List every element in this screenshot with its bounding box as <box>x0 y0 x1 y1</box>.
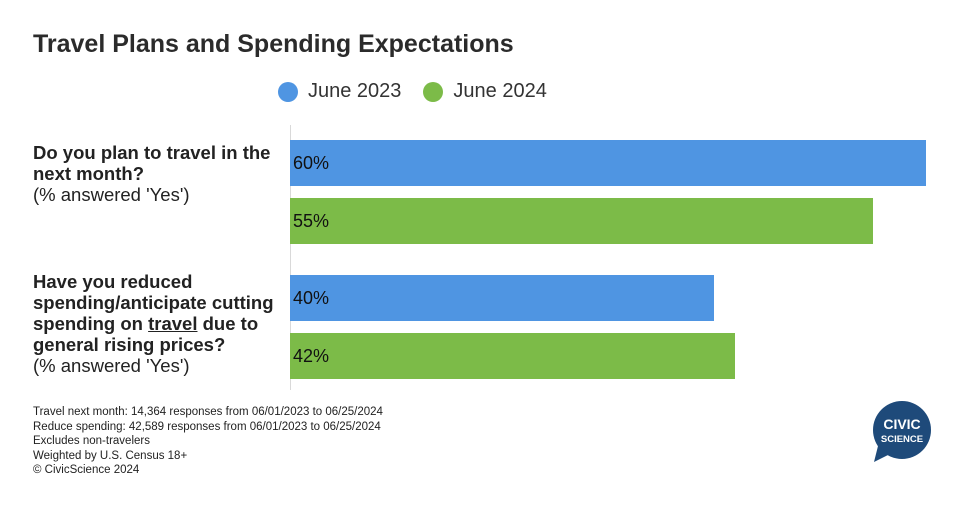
legend: June 2023 June 2024 <box>278 80 569 103</box>
legend-label-june-2024: June 2024 <box>453 80 547 102</box>
footnote-line: Reduce spending: 42,589 responses from 0… <box>33 420 381 433</box>
footnote-line: © CivicScience 2024 <box>33 464 140 476</box>
bar-june-2023-q2 <box>290 275 714 321</box>
legend-label-june-2023: June 2023 <box>308 80 402 102</box>
logo-badge <box>873 401 931 459</box>
logo-speech-tail <box>874 446 890 462</box>
question-2-text-part: due to general rising prices? <box>33 313 259 355</box>
bar-june-2023-q1 <box>290 140 926 186</box>
bar-june-2024-q1 <box>290 198 873 244</box>
bar-june-2024-q2 <box>290 333 736 379</box>
question-1-label: Do you plan to travel in the next month?… <box>33 142 283 205</box>
bar-value-label: 40% <box>293 288 330 308</box>
question-2-subtext: (% answered 'Yes') <box>33 355 190 376</box>
question-2-text-underlined: travel <box>148 313 198 334</box>
footnotes: Travel next month: 14,364 responses from… <box>33 405 383 478</box>
footnote-line: Travel next month: 14,364 responses from… <box>33 406 383 418</box>
legend-item-june-2024: June 2024 <box>423 80 547 103</box>
chart-title: Travel Plans and Spending Expectations <box>33 30 514 58</box>
question-1-subtext: (% answered 'Yes') <box>33 184 190 205</box>
bar-value-label: 42% <box>293 346 330 366</box>
civicscience-logo: CIVIC SCIENCE <box>873 401 931 462</box>
legend-swatch-june-2024 <box>423 81 444 102</box>
legend-swatch-june-2023 <box>278 81 298 102</box>
question-2-label: Have you reduced spending/anticipate cut… <box>33 271 283 376</box>
bar-value-label: 60% <box>293 153 330 173</box>
footnote-line: Excludes non-travelers <box>33 435 150 447</box>
bar-value-label: 55% <box>293 211 330 231</box>
question-1-text: Do you plan to travel in the next month? <box>33 142 271 184</box>
logo-text-civic: CIVIC <box>883 416 920 432</box>
legend-item-june-2023: June 2023 <box>278 80 401 103</box>
category-axis-line <box>290 125 291 390</box>
footnote-line: Weighted by U.S. Census 18+ <box>33 449 188 462</box>
question-2-text-part: Have you reduced spending/anticipate cut… <box>33 271 274 334</box>
question-2-text: Have you reduced spending/anticipate cut… <box>33 271 274 355</box>
logo-text-science: SCIENCE <box>881 434 923 445</box>
